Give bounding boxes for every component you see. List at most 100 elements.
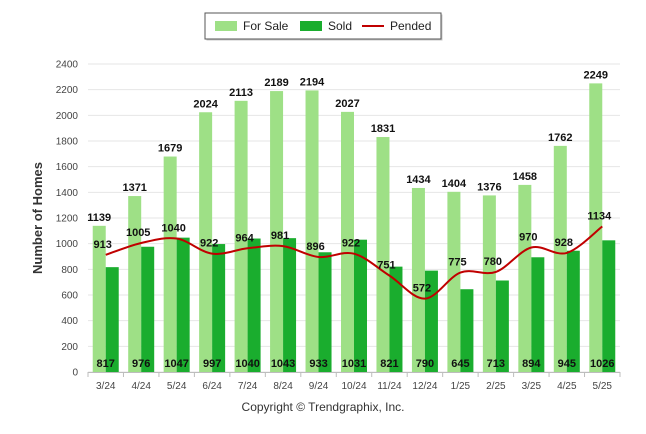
bar-sold <box>283 238 297 372</box>
x-tick-label: 5/25 <box>593 381 613 392</box>
bar-sold <box>176 237 190 372</box>
pended-value-label: 1005 <box>126 227 150 239</box>
for-sale-value-label: 1139 <box>87 212 111 224</box>
bar-sold <box>389 266 403 372</box>
sold-value-label: 933 <box>309 358 327 370</box>
x-tick-label: 5/24 <box>167 381 187 392</box>
legend-label-sold: Sold <box>328 19 352 33</box>
sold-value-label: 1031 <box>342 358 366 370</box>
bar-for-sale <box>341 111 354 372</box>
x-tick-label: 3/25 <box>522 381 542 392</box>
bar-sold <box>602 240 616 372</box>
sold-value-label: 1040 <box>235 358 259 370</box>
y-tick-label: 2000 <box>56 111 79 122</box>
y-axis-title: Number of Homes <box>30 162 45 274</box>
bar-sold <box>105 267 119 372</box>
pended-value-label: 775 <box>448 257 466 269</box>
bar-for-sale <box>589 83 603 373</box>
y-tick-label: 1400 <box>56 188 79 199</box>
pended-value-label: 1134 <box>587 210 612 222</box>
pended-value-label: 970 <box>519 232 537 244</box>
bar-for-sale <box>270 91 284 372</box>
for-sale-value-label: 2189 <box>264 77 288 89</box>
pended-value-label: 922 <box>200 238 218 250</box>
x-tick-label: 9/24 <box>309 381 329 392</box>
x-tick-label: 6/24 <box>202 381 222 392</box>
bar-sold <box>354 239 367 372</box>
y-tick-label: 800 <box>61 265 78 276</box>
y-tick-label: 200 <box>61 342 78 353</box>
sold-value-label: 1026 <box>590 358 614 370</box>
bar-sold <box>495 280 509 372</box>
bar-for-sale <box>92 225 106 372</box>
bar-sold <box>566 250 580 372</box>
sold-value-label: 713 <box>487 358 505 370</box>
bar-for-sale <box>163 156 177 372</box>
y-tick-label: 2200 <box>56 85 79 96</box>
bar-for-sale <box>199 112 213 373</box>
y-tick-label: 1800 <box>56 137 79 148</box>
y-tick-label: 1000 <box>56 239 79 250</box>
bar-sold <box>141 246 155 372</box>
sold-value-label: 817 <box>97 358 115 370</box>
pended-value-label: 896 <box>306 241 324 253</box>
sold-value-label: 645 <box>451 358 469 370</box>
copyright-text: Copyright © Trendgraphix, Inc. <box>241 400 405 414</box>
for-sale-value-label: 1831 <box>371 123 395 135</box>
y-tick-label: 400 <box>61 316 78 327</box>
bar-for-sale <box>447 191 461 372</box>
y-tick-label: 1200 <box>56 214 79 225</box>
for-sale-value-label: 1404 <box>442 178 467 190</box>
sold-value-label: 945 <box>558 358 576 370</box>
x-tick-label: 1/25 <box>451 381 471 392</box>
pended-value-label: 1040 <box>161 223 185 235</box>
sold-value-label: 1043 <box>271 358 295 370</box>
x-tick-label: 8/24 <box>273 381 293 392</box>
for-sale-value-label: 2024 <box>193 98 218 110</box>
bar-for-sale <box>376 137 390 372</box>
bar-sold <box>424 270 438 372</box>
x-tick-label: 4/25 <box>557 381 577 392</box>
legend-swatch-for-sale <box>215 21 237 31</box>
bar-sold <box>460 289 474 372</box>
for-sale-value-label: 2027 <box>335 98 359 110</box>
bar-for-sale <box>482 195 496 372</box>
bar-for-sale <box>411 187 425 372</box>
for-sale-value-label: 1762 <box>548 132 572 144</box>
for-sale-value-label: 2194 <box>300 76 325 88</box>
x-tick-label: 7/24 <box>238 381 258 392</box>
legend-swatch-sold <box>300 21 322 31</box>
for-sale-value-label: 1434 <box>406 174 431 186</box>
legend-label-for-sale: For Sale <box>243 19 289 33</box>
y-tick-label: 600 <box>61 291 78 302</box>
x-tick-label: 2/25 <box>486 381 506 392</box>
pended-value-label: 922 <box>342 238 360 250</box>
for-sale-value-label: 2113 <box>229 87 253 99</box>
pended-value-label: 751 <box>377 260 395 272</box>
pended-value-label: 780 <box>484 256 502 268</box>
for-sale-value-label: 1376 <box>477 181 501 193</box>
y-tick-label: 2400 <box>56 60 79 71</box>
pended-line <box>105 225 603 300</box>
y-tick-label: 1600 <box>56 162 79 173</box>
sold-value-label: 790 <box>416 358 434 370</box>
for-sale-value-label: 2249 <box>584 69 608 81</box>
bar-sold <box>212 244 226 372</box>
x-tick-label: 11/24 <box>377 381 402 392</box>
pended-value-label: 928 <box>555 237 573 249</box>
bar-for-sale <box>234 100 248 372</box>
bar-for-sale <box>305 90 319 372</box>
bar-sold <box>531 257 545 372</box>
legend-box <box>204 12 442 40</box>
sold-value-label: 976 <box>132 358 150 370</box>
bar-for-sale <box>128 196 142 372</box>
x-tick-label: 12/24 <box>412 381 437 392</box>
pended-value-label: 572 <box>413 283 431 295</box>
x-tick-label: 4/24 <box>131 381 151 392</box>
pended-value-label: 981 <box>271 230 289 242</box>
legend-label-pended: Pended <box>390 19 431 33</box>
bar-for-sale <box>553 145 567 372</box>
sold-value-label: 1047 <box>164 358 188 370</box>
